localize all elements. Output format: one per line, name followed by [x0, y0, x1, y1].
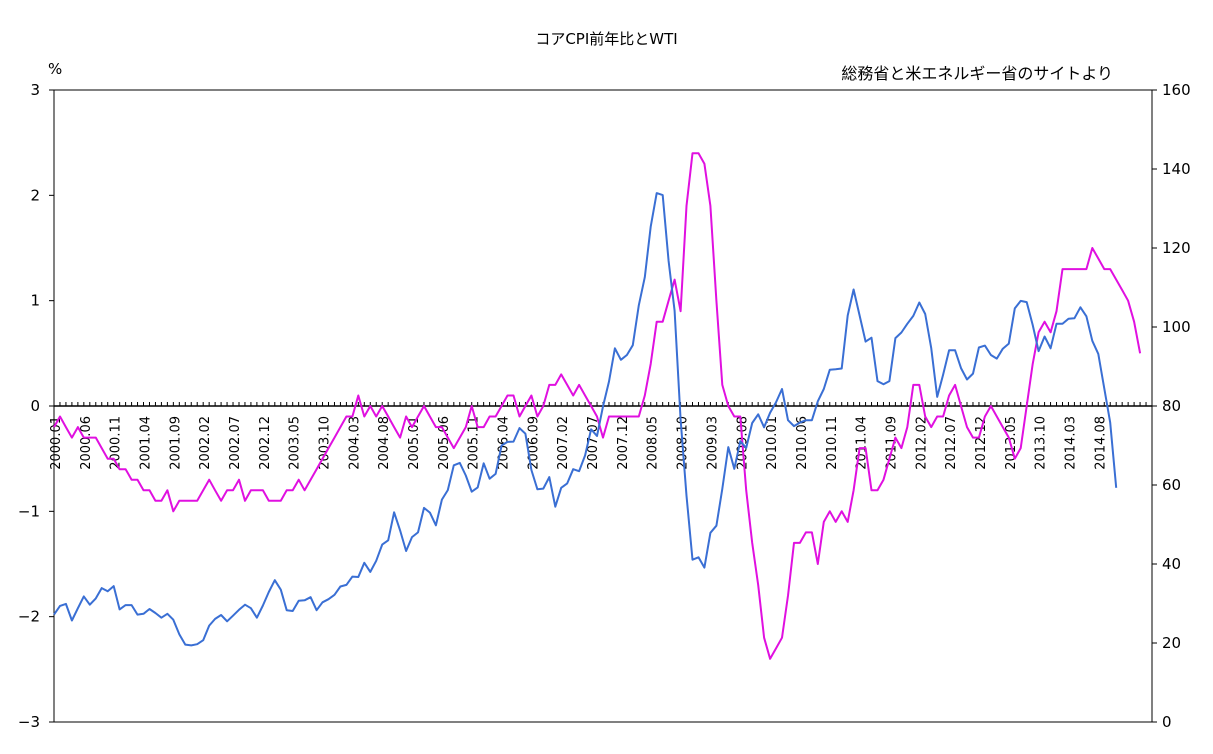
core-cpi-yoy-line [53, 152, 1142, 660]
x-axis-tick-label: 2005.11 [467, 416, 482, 470]
chart-title: コアCPI前年比とWTI [535, 30, 678, 48]
left-axis-tick-label: 2 [30, 186, 40, 204]
left-axis-tick-label: 1 [30, 292, 40, 310]
x-axis-tick-label: 2009.03 [705, 416, 720, 470]
x-axis-tick-label: 2005.01 [407, 416, 422, 470]
x-axis-tick-label: 2001.09 [168, 416, 183, 470]
left-axis-tick-label: −2 [18, 608, 40, 626]
x-axis-tick-label: 2013.10 [1034, 416, 1049, 470]
left-axis-unit: % [48, 60, 63, 78]
x-axis-tick-label: 2004.08 [377, 416, 392, 470]
x-axis-tick-label: 2001.04 [139, 416, 154, 470]
x-axis-tick-label: 2002.07 [228, 416, 243, 470]
right-axis-tick-label: 20 [1162, 634, 1181, 652]
x-axis-tick-label: 2008.05 [646, 416, 661, 470]
left-axis-tick-label: −1 [18, 502, 40, 520]
right-axis-tick-label: 160 [1162, 81, 1191, 99]
left-axis-tick-label: 0 [30, 397, 40, 415]
x-axis-tick-label: 2007.12 [616, 416, 631, 470]
x-axis-tick-label: 2003.05 [288, 416, 303, 470]
source-note: 総務省と米エネルギー省のサイトより [841, 64, 1113, 83]
x-axis-tick-label: 2007.02 [556, 416, 571, 470]
x-axis-tick-label: 2014.08 [1093, 416, 1108, 470]
right-axis-tick-label: 40 [1162, 555, 1181, 573]
x-axis-tick-label: 2005.06 [437, 416, 452, 470]
right-axis-tick-label: 100 [1162, 318, 1191, 336]
x-axis-tick-label: 2000.11 [109, 416, 124, 470]
x-axis-tick-label: 2002.12 [258, 416, 273, 470]
x-axis-tick-label: 2003.10 [318, 416, 333, 470]
x-axis-tick-label: 2010.06 [795, 416, 810, 470]
x-axis-tick-label: 2006.09 [526, 416, 541, 470]
x-axis-tick-label: 2012.07 [944, 416, 959, 470]
x-axis-tick-label: 2011.09 [884, 416, 899, 470]
x-axis-tick-label: 2004.03 [347, 416, 362, 470]
x-axis-tick-label: 2010.11 [825, 416, 840, 470]
x-axis-tick-label: 2000.01 [49, 416, 64, 470]
x-axis-tick-label: 2014.03 [1063, 416, 1078, 470]
right-axis-tick-label: 60 [1162, 476, 1181, 494]
left-axis-tick-label: −3 [18, 713, 40, 731]
right-axis-tick-label: 120 [1162, 239, 1191, 257]
x-axis-tick-label: 2010.01 [765, 416, 780, 470]
x-axis-tick-label: 2012.12 [974, 416, 989, 470]
wti-line [53, 192, 1118, 647]
x-axis-tick-label: 2000.06 [79, 416, 94, 470]
x-axis-tick-label: 2012.02 [914, 416, 929, 470]
right-axis-tick-label: 140 [1162, 160, 1191, 178]
right-axis-tick-label: 80 [1162, 397, 1181, 415]
x-axis-tick-label: 2002.02 [198, 416, 213, 470]
right-axis-tick-label: 0 [1162, 713, 1172, 731]
left-axis-tick-label: 3 [30, 81, 40, 99]
